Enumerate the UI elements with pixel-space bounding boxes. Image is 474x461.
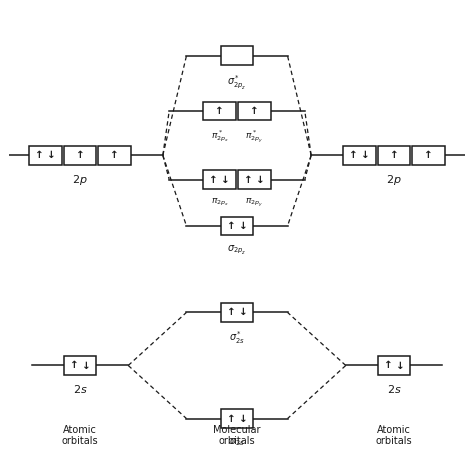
Text: ↑: ↑ [390, 150, 398, 160]
Text: ↓: ↓ [256, 175, 264, 184]
Text: ↑: ↑ [349, 150, 358, 160]
Text: ↓: ↓ [221, 175, 230, 184]
Text: ↓: ↓ [238, 414, 247, 424]
Text: ↓: ↓ [395, 361, 404, 371]
Bar [238, 102, 271, 120]
Text: $\sigma^*_{2p_z}$: $\sigma^*_{2p_z}$ [228, 73, 246, 91]
Text: ↓: ↓ [361, 150, 370, 160]
Text: $2s$: $2s$ [387, 383, 401, 395]
Text: ↑: ↑ [70, 361, 79, 371]
Bar [343, 146, 376, 165]
Bar [203, 170, 236, 189]
Text: ↓: ↓ [238, 307, 247, 317]
Bar [64, 356, 96, 375]
Text: $\sigma_{2p_z}$: $\sigma_{2p_z}$ [228, 243, 246, 256]
Bar [64, 146, 96, 165]
Bar [220, 47, 254, 65]
Bar [412, 146, 445, 165]
Text: ↑: ↑ [227, 221, 236, 231]
Bar [238, 170, 271, 189]
Text: $\sigma_{2s}$: $\sigma_{2s}$ [229, 436, 245, 448]
Text: Molecular
orbitals: Molecular orbitals [213, 425, 261, 446]
Text: ↑: ↑ [250, 106, 259, 116]
Text: $2p$: $2p$ [72, 172, 88, 187]
Bar [220, 409, 254, 428]
Text: ↑: ↑ [384, 361, 392, 371]
Text: ↓: ↓ [82, 361, 90, 371]
Text: $\pi^*_{2p_y}$: $\pi^*_{2p_y}$ [245, 128, 264, 145]
Text: ↓: ↓ [47, 150, 56, 160]
Text: $2p$: $2p$ [386, 172, 402, 187]
Text: ↑: ↑ [227, 414, 236, 424]
Text: $\sigma^*_{2s}$: $\sigma^*_{2s}$ [229, 330, 245, 346]
Text: ↑: ↑ [210, 175, 218, 184]
Text: ↑: ↑ [35, 150, 44, 160]
Bar [378, 356, 410, 375]
Bar [98, 146, 131, 165]
Text: ↓: ↓ [238, 221, 247, 231]
Text: Atomic
orbitals: Atomic orbitals [62, 425, 98, 446]
Text: ↑: ↑ [215, 106, 224, 116]
Bar [378, 146, 410, 165]
Text: ↑: ↑ [76, 150, 84, 160]
Bar [203, 102, 236, 120]
Text: ↑: ↑ [244, 175, 253, 184]
Text: ↑: ↑ [424, 150, 433, 160]
Text: ↑: ↑ [227, 307, 236, 317]
Bar [29, 146, 62, 165]
Text: ↑: ↑ [110, 150, 119, 160]
Text: $\pi^*_{2p_x}$: $\pi^*_{2p_x}$ [210, 128, 229, 144]
Bar [220, 303, 254, 322]
Text: $\pi_{2p_y}$: $\pi_{2p_y}$ [245, 197, 264, 209]
Bar [220, 217, 254, 236]
Text: $\pi_{2p_x}$: $\pi_{2p_x}$ [210, 197, 229, 208]
Text: $2s$: $2s$ [73, 383, 87, 395]
Text: Atomic
orbitals: Atomic orbitals [376, 425, 412, 446]
